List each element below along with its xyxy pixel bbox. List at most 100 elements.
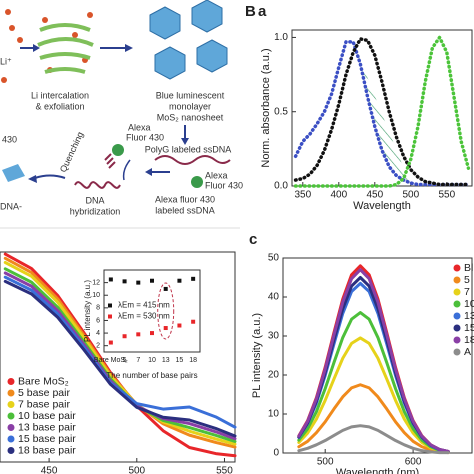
plot-frame xyxy=(103,269,201,353)
arrow xyxy=(34,174,66,179)
panel-label: c xyxy=(249,231,257,248)
arrow xyxy=(122,159,131,181)
x-tick-label: 450 xyxy=(41,466,58,474)
y-tick-label: 40 xyxy=(268,292,280,303)
x-tick-label: 400 xyxy=(330,190,347,201)
x-tick-label: 13 xyxy=(162,357,170,364)
series-line xyxy=(297,311,450,454)
label: monolayer xyxy=(169,101,211,111)
x-tick-label: 15 xyxy=(176,357,184,364)
legend-swatch xyxy=(7,389,15,397)
legend-label: 10 base pair xyxy=(18,410,76,422)
legend-label: 10 xyxy=(464,298,474,310)
x-axis-label: Wavelength (nm) xyxy=(336,467,419,474)
panel-label: a xyxy=(258,3,267,20)
point xyxy=(122,334,127,339)
x-tick-label: 600 xyxy=(405,457,422,468)
legend-swatch xyxy=(7,378,15,385)
x-tick-label: 550 xyxy=(438,190,455,201)
y-tick-label: 0 xyxy=(273,448,279,459)
arrow-head xyxy=(145,168,152,176)
y-tick-label: 8 xyxy=(96,305,100,312)
label: Alexa xyxy=(128,122,151,132)
plot-frame xyxy=(0,251,236,463)
legend-label: 18 xyxy=(464,334,474,346)
y-tick-label: 30 xyxy=(268,331,280,342)
x-tick-label: 350 xyxy=(294,190,311,201)
point xyxy=(150,331,154,336)
sheet xyxy=(2,164,25,182)
point xyxy=(122,279,127,284)
arrow-head xyxy=(33,44,40,52)
y-tick-label: 10 xyxy=(268,409,280,420)
y-tick-label: 2 xyxy=(96,343,100,350)
x-tick-label: 500 xyxy=(317,457,334,468)
label: PolyG labeled ssDNA xyxy=(145,144,232,154)
legend-label: 15 base pair xyxy=(18,433,76,445)
legend-swatch xyxy=(7,424,15,431)
series-line xyxy=(297,383,450,455)
y-tick-label: 4 xyxy=(96,330,100,337)
y-tick-label: 20 xyxy=(268,370,280,381)
label: Alexa fluor 430 xyxy=(155,194,215,204)
x-tick-label: 7 xyxy=(136,357,140,364)
series-line xyxy=(293,35,471,188)
legend-swatch xyxy=(453,348,461,356)
x-tick-label: 550 xyxy=(216,466,233,474)
label: DNA xyxy=(85,195,104,205)
ssdna xyxy=(154,155,231,165)
legend-swatch xyxy=(7,412,15,420)
label: 430 xyxy=(2,134,17,144)
legend-swatch xyxy=(453,276,461,284)
label: DNA- xyxy=(0,201,22,211)
x-tick-label: Bare MoS₂ xyxy=(94,357,128,364)
schematic: Li⁺ Li intercalation & exfoliation Blue … xyxy=(0,0,256,229)
label: hybridization xyxy=(70,206,121,216)
label: Fluor 430 xyxy=(205,180,243,190)
y-tick-label: 12 xyxy=(92,279,100,286)
x-axis-label: The number of base pairs xyxy=(106,371,197,380)
legend-swatch xyxy=(453,336,461,344)
legend-label: λEm = 530 nm xyxy=(118,312,170,321)
series-line xyxy=(293,37,471,187)
dye xyxy=(112,144,124,156)
label: MoS₂ nanosheet xyxy=(157,112,224,122)
series-line xyxy=(297,336,450,454)
x-tick-label: 18 xyxy=(189,357,197,364)
legend-label: 7 base pair xyxy=(18,398,70,410)
y-tick-label: 0.5 xyxy=(274,106,288,117)
helix xyxy=(74,153,121,189)
plot-frame xyxy=(282,257,473,454)
label: & exfoliation xyxy=(35,101,84,111)
x-tick-label: 450 xyxy=(366,190,383,201)
point xyxy=(163,286,168,291)
label: Quenching xyxy=(58,130,85,174)
label: labeled ssDNA xyxy=(155,205,215,215)
legend-label: λEm = 415 nm xyxy=(118,301,170,310)
label: Alexa xyxy=(205,170,228,180)
overlap-hatch xyxy=(353,41,411,187)
series-line xyxy=(297,424,450,455)
y-axis-label: PL intensity (a.u.) xyxy=(251,313,263,398)
legend-label: 5 xyxy=(464,274,470,286)
x-tick-label: 5 xyxy=(123,357,127,364)
y-tick-label: 1.0 xyxy=(274,32,288,43)
arrow-head xyxy=(28,175,37,183)
highlight xyxy=(157,282,175,340)
point xyxy=(191,319,196,324)
legend-label: 13 base pair xyxy=(18,421,76,433)
y-tick-label: 50 xyxy=(268,253,280,264)
point xyxy=(108,340,113,345)
y-axis-label: PL intensity (a.u.) xyxy=(83,280,92,342)
legend-swatch xyxy=(108,303,112,308)
y-tick-label: 6 xyxy=(96,317,100,324)
point xyxy=(150,278,154,283)
legend-swatch xyxy=(7,447,15,454)
legend-swatch xyxy=(453,288,461,296)
legend-label: 7 xyxy=(464,286,470,298)
legend-label: 15 xyxy=(464,322,474,334)
panel-label: B xyxy=(245,3,256,20)
legend-swatch xyxy=(453,264,461,272)
